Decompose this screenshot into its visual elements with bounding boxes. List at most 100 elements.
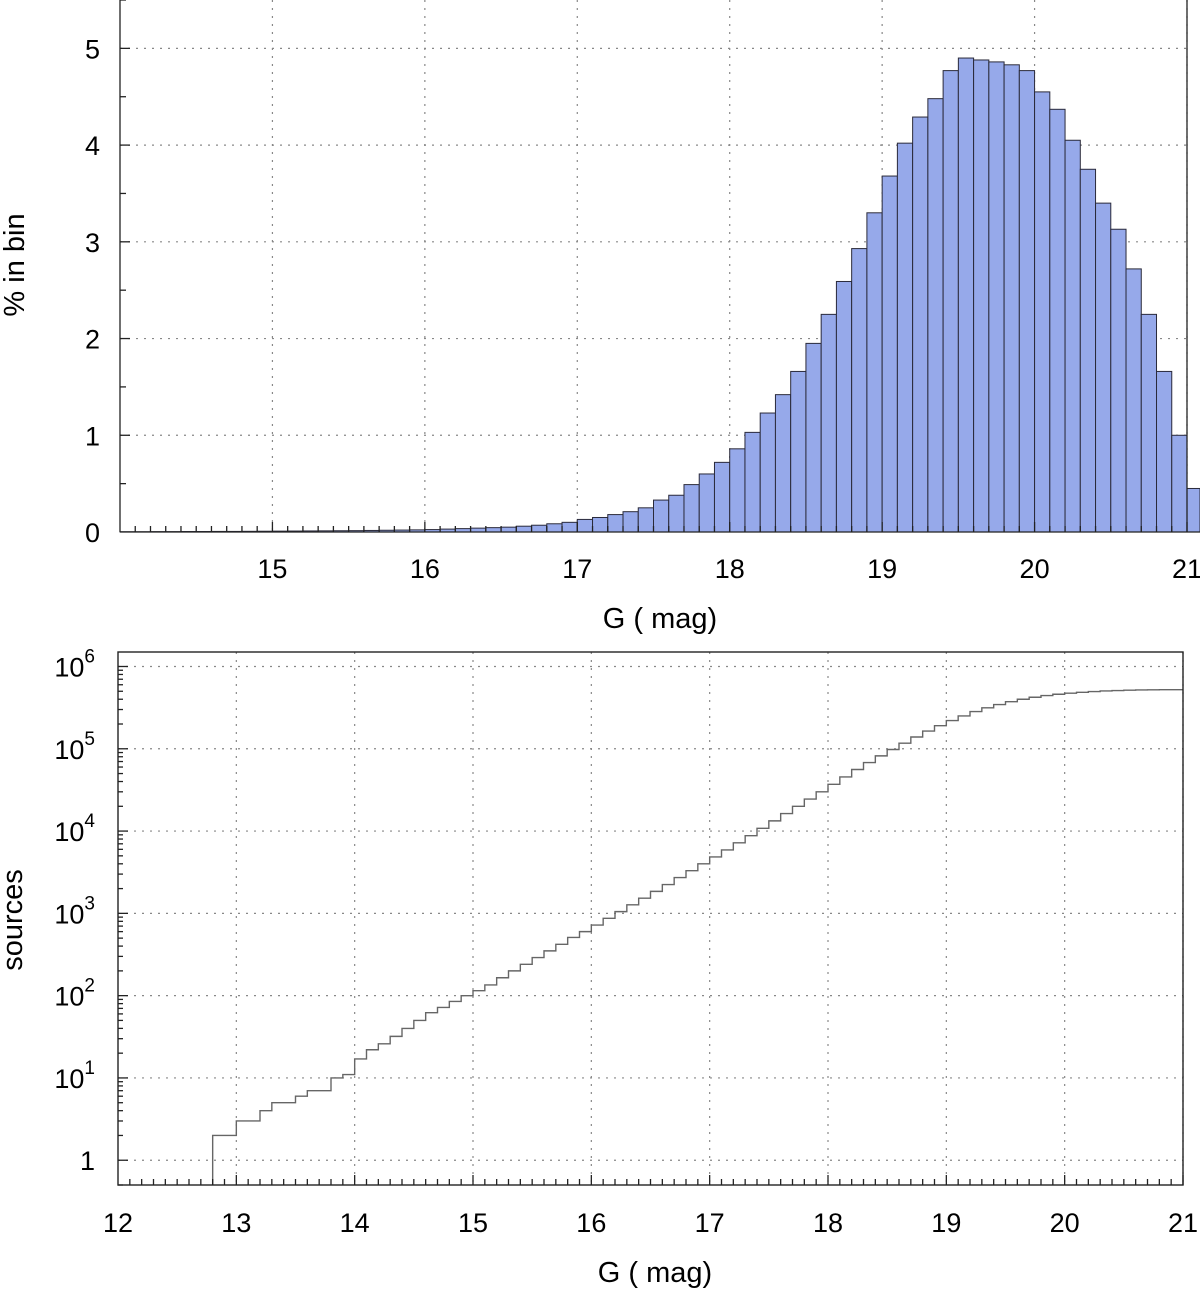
histogram-bar (806, 343, 821, 532)
histogram-bar (699, 474, 714, 532)
histogram-bar (623, 512, 638, 532)
histogram-y-tick-label: 5 (85, 34, 100, 64)
histogram-bar (501, 527, 516, 532)
cumulative-y-tick-label: 103 (54, 893, 95, 929)
cumulative-y-tick-exponent: 4 (84, 811, 95, 832)
cumulative-y-tick-base: 10 (54, 735, 84, 765)
histogram-bar (1019, 71, 1034, 532)
histogram-bar (1141, 314, 1156, 532)
histogram-bar (577, 519, 592, 532)
histogram-bar (562, 522, 577, 532)
histogram-bar (989, 62, 1004, 532)
histogram-bar (1065, 140, 1080, 532)
histogram-bar (836, 281, 851, 532)
histogram-bar (897, 143, 912, 532)
histogram-bar (882, 176, 897, 532)
histogram-y-tick-label: 4 (85, 131, 100, 161)
cumulative-y-tick-exponent: 2 (84, 976, 95, 997)
histogram-bar (608, 515, 623, 532)
histogram-bar (1035, 92, 1050, 532)
cumulative-y-axis-label: sources (0, 869, 29, 971)
histogram-bar (1111, 229, 1126, 532)
cumulative-x-tick-label: 20 (1050, 1208, 1080, 1238)
histogram-x-tick-label: 20 (1020, 554, 1050, 584)
cumulative-y-tick-label: 1 (80, 1146, 95, 1176)
histogram-bar (516, 526, 531, 532)
cumulative-x-tick-label: 17 (695, 1208, 725, 1238)
histogram-bar (943, 71, 958, 532)
histogram-bar (852, 249, 867, 532)
histogram-bar (486, 528, 501, 532)
cumulative-y-tick-label: 101 (54, 1058, 95, 1094)
cumulative-x-tick-label: 16 (576, 1208, 606, 1238)
histogram-x-tick-label: 16 (410, 554, 440, 584)
histogram-x-tick-label: 18 (715, 554, 745, 584)
cumulative-y-tick-base: 10 (54, 1064, 84, 1094)
cumulative-x-tick-label: 19 (931, 1208, 961, 1238)
cumulative-y-tick-exponent: 3 (84, 893, 95, 914)
cumulative-y-tick-exponent: 5 (84, 729, 95, 750)
histogram-bar (974, 60, 989, 532)
histogram-bar (1157, 371, 1172, 532)
cumulative-x-tick-label: 12 (103, 1208, 133, 1238)
histogram-bar (638, 508, 653, 532)
cumulative-x-tick-label: 21 (1168, 1208, 1198, 1238)
histogram-bar (1096, 203, 1111, 532)
histogram-bar (913, 117, 928, 532)
histogram-bar (1050, 109, 1065, 532)
cumulative-y-tick-base: 10 (54, 982, 84, 1012)
cumulative-y-tick-base: 10 (54, 817, 84, 847)
histogram-x-tick-label: 19 (867, 554, 897, 584)
cumulative-plot-frame (118, 652, 1183, 1185)
histogram-bar (760, 413, 775, 532)
histogram-bar (547, 524, 562, 532)
cumulative-y-tick-exponent: 1 (84, 1058, 95, 1079)
cumulative-y-tick-base: 10 (54, 652, 84, 682)
histogram-x-tick-label: 21 (1172, 554, 1200, 584)
histogram-bar (821, 314, 836, 532)
histogram-bar (730, 449, 745, 532)
cumulative-y-tick-label: 102 (54, 976, 95, 1012)
cumulative-grid (118, 652, 1183, 1185)
histogram-x-tick-label: 17 (562, 554, 592, 584)
cumulative-y-tick-label: 106 (54, 646, 95, 682)
histogram-bar (532, 525, 547, 532)
histogram-x-axis-label: G ( mag) (603, 603, 717, 635)
histogram-bar (669, 495, 684, 532)
cumulative-x-tick-label: 14 (340, 1208, 370, 1238)
cumulative-y-tick-exponent: 6 (84, 646, 95, 667)
cumulative-x-tick-label: 15 (458, 1208, 488, 1238)
histogram-bar (654, 500, 669, 532)
histogram-y-tick-label: 0 (85, 518, 100, 548)
cumulative-y-tick-label: 105 (54, 729, 95, 765)
histogram-bar (958, 58, 973, 532)
histogram-x-tick-label: 15 (257, 554, 287, 584)
histogram-bar (1126, 269, 1141, 532)
histogram-bar (791, 371, 806, 532)
cumulative-series (213, 690, 1183, 1185)
histogram-y-tick-label: 1 (85, 421, 100, 451)
cumulative-x-tick-label: 13 (221, 1208, 251, 1238)
histogram-y-axis-label: % in bin (0, 213, 31, 316)
cumulative-y-tick-label: 104 (54, 811, 95, 847)
histogram-bars (120, 58, 1200, 532)
histogram-bar (928, 99, 943, 532)
histogram-bar (867, 213, 882, 532)
histogram-bar (1080, 169, 1095, 532)
cumulative-x-tick-label: 18 (813, 1208, 843, 1238)
histogram-bar (775, 395, 790, 532)
histogram-bar (1172, 435, 1187, 532)
cumulative-step-line (213, 690, 1183, 1185)
cumulative-x-axis-label: G ( mag) (598, 1257, 712, 1289)
histogram-bar-partial (1187, 488, 1200, 532)
histogram-bar (1004, 65, 1019, 532)
cumulative-y-tick-base: 10 (54, 899, 84, 929)
histogram-y-tick-label: 2 (85, 325, 100, 355)
histogram-bar (593, 517, 608, 532)
histogram-bar (714, 462, 729, 532)
